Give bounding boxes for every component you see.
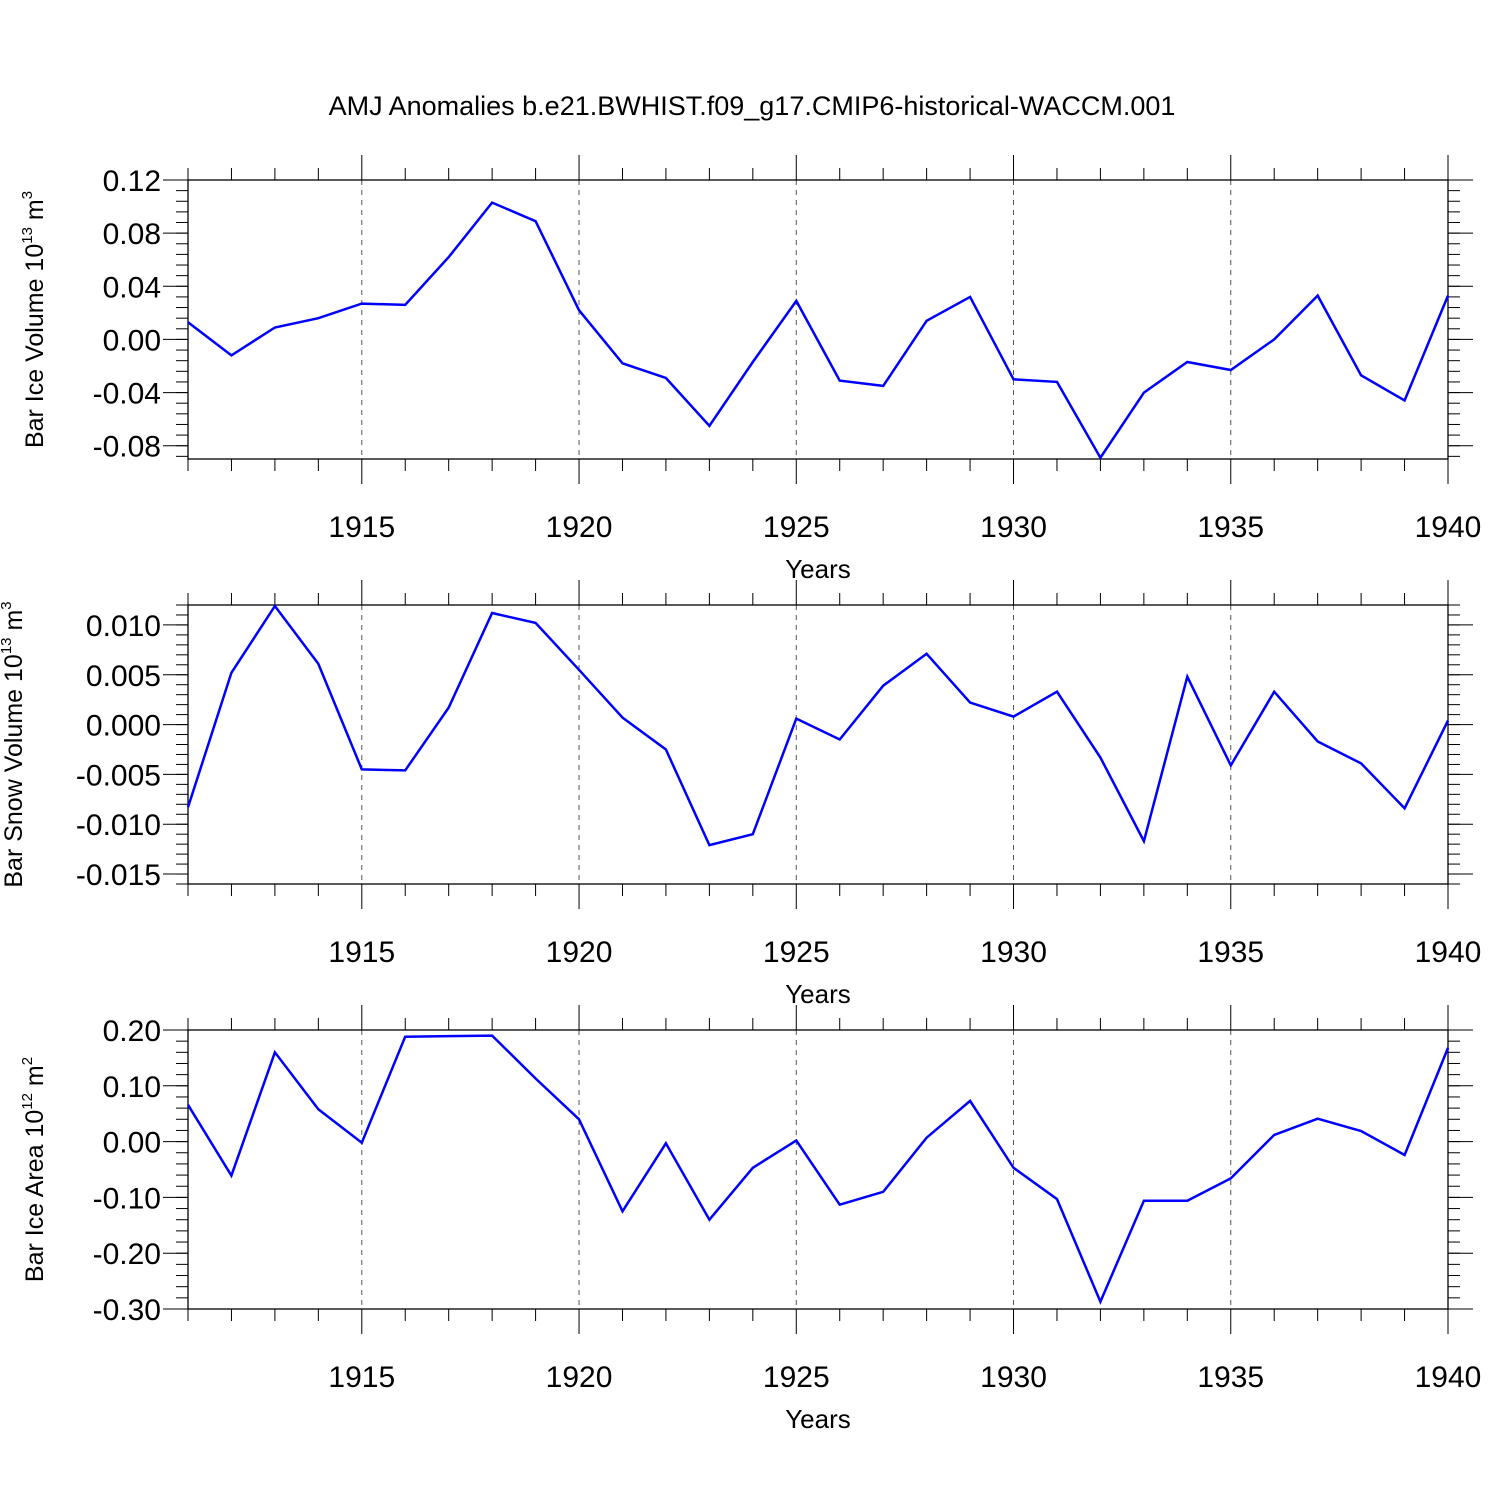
series-line (186, 1034, 1450, 1305)
chart-title: AMJ Anomalies b.e21.BWHIST.f09_g17.CMIP6… (329, 91, 1176, 121)
y-axis-label: Bar Ice Area 1012 m2 (19, 1057, 49, 1282)
y-tick-label: -0.04 (93, 378, 161, 411)
x-axis-label: Years (785, 1404, 851, 1434)
x-tick-label: 1915 (328, 1361, 395, 1394)
x-tick-label: 1915 (328, 511, 395, 544)
y-tick-label: 0.20 (103, 1015, 161, 1048)
x-tick-label: 1940 (1415, 1361, 1482, 1394)
x-tick-label: 1925 (763, 511, 830, 544)
y-tick-label: -0.20 (93, 1238, 161, 1271)
x-tick-label: 1935 (1197, 511, 1264, 544)
y-tick-label: 0.04 (103, 271, 161, 304)
y-tick-label: 0.08 (103, 218, 161, 251)
y-tick-label: -0.30 (93, 1294, 161, 1327)
y-axis-label: Bar Snow Volume 1013 m3 (0, 601, 28, 887)
plot-frame (187, 604, 1449, 885)
x-tick-label: 1930 (980, 511, 1047, 544)
y-tick-label: -0.015 (76, 859, 161, 892)
x-tick-label: 1915 (328, 936, 395, 969)
y-tick-label: 0.12 (103, 165, 161, 198)
plot-frame (187, 179, 1449, 460)
y-tick-label: -0.08 (93, 431, 161, 464)
x-tick-label: 1930 (980, 1361, 1047, 1394)
y-tick-label: 0.00 (103, 1127, 161, 1160)
y-tick-label: -0.010 (76, 809, 161, 842)
y-tick-label: 0.010 (86, 610, 161, 643)
y-tick-label: -0.005 (76, 759, 161, 792)
x-tick-label: 1940 (1415, 511, 1482, 544)
x-axis-label: Years (785, 554, 851, 584)
x-tick-label: 1920 (546, 1361, 613, 1394)
panels: 0.12 0.08 0.04 0.00 -0.04 -0.08 1915 1920 1925 19… (0, 155, 1481, 1434)
plot-frame (187, 1029, 1449, 1310)
x-axis-label: Years (785, 979, 851, 1009)
x-tick-label: 1925 (763, 1361, 830, 1394)
series-line (186, 603, 1450, 847)
panel-3: 0.20 0.10 0.00 -0.10 -0.20 -0.30 1915 1920 1925 1… (19, 1005, 1481, 1434)
y-axis-label: Bar Ice Volume 1013 m3 (19, 191, 49, 448)
y-tick-label: 0.00 (103, 324, 161, 357)
panel-1: 0.12 0.08 0.04 0.00 -0.04 -0.08 1915 1920 1925 19… (19, 155, 1481, 584)
x-tick-label: 1935 (1197, 1361, 1264, 1394)
y-tick-label: -0.10 (93, 1182, 161, 1215)
x-tick-label: 1920 (546, 936, 613, 969)
x-tick-label: 1935 (1197, 936, 1264, 969)
x-tick-label: 1920 (546, 511, 613, 544)
y-tick-label: 0.000 (86, 710, 161, 743)
x-tick-label: 1930 (980, 936, 1047, 969)
series-line (187, 201, 1450, 461)
y-tick-label: 0.10 (103, 1071, 161, 1104)
panel-2: 0.010 0.005 0.000 -0.005 -0.010 -0.015 1915 192… (0, 580, 1481, 1009)
y-tick-label: 0.005 (86, 660, 161, 693)
x-tick-label: 1940 (1415, 936, 1482, 969)
x-tick-label: 1925 (763, 936, 830, 969)
